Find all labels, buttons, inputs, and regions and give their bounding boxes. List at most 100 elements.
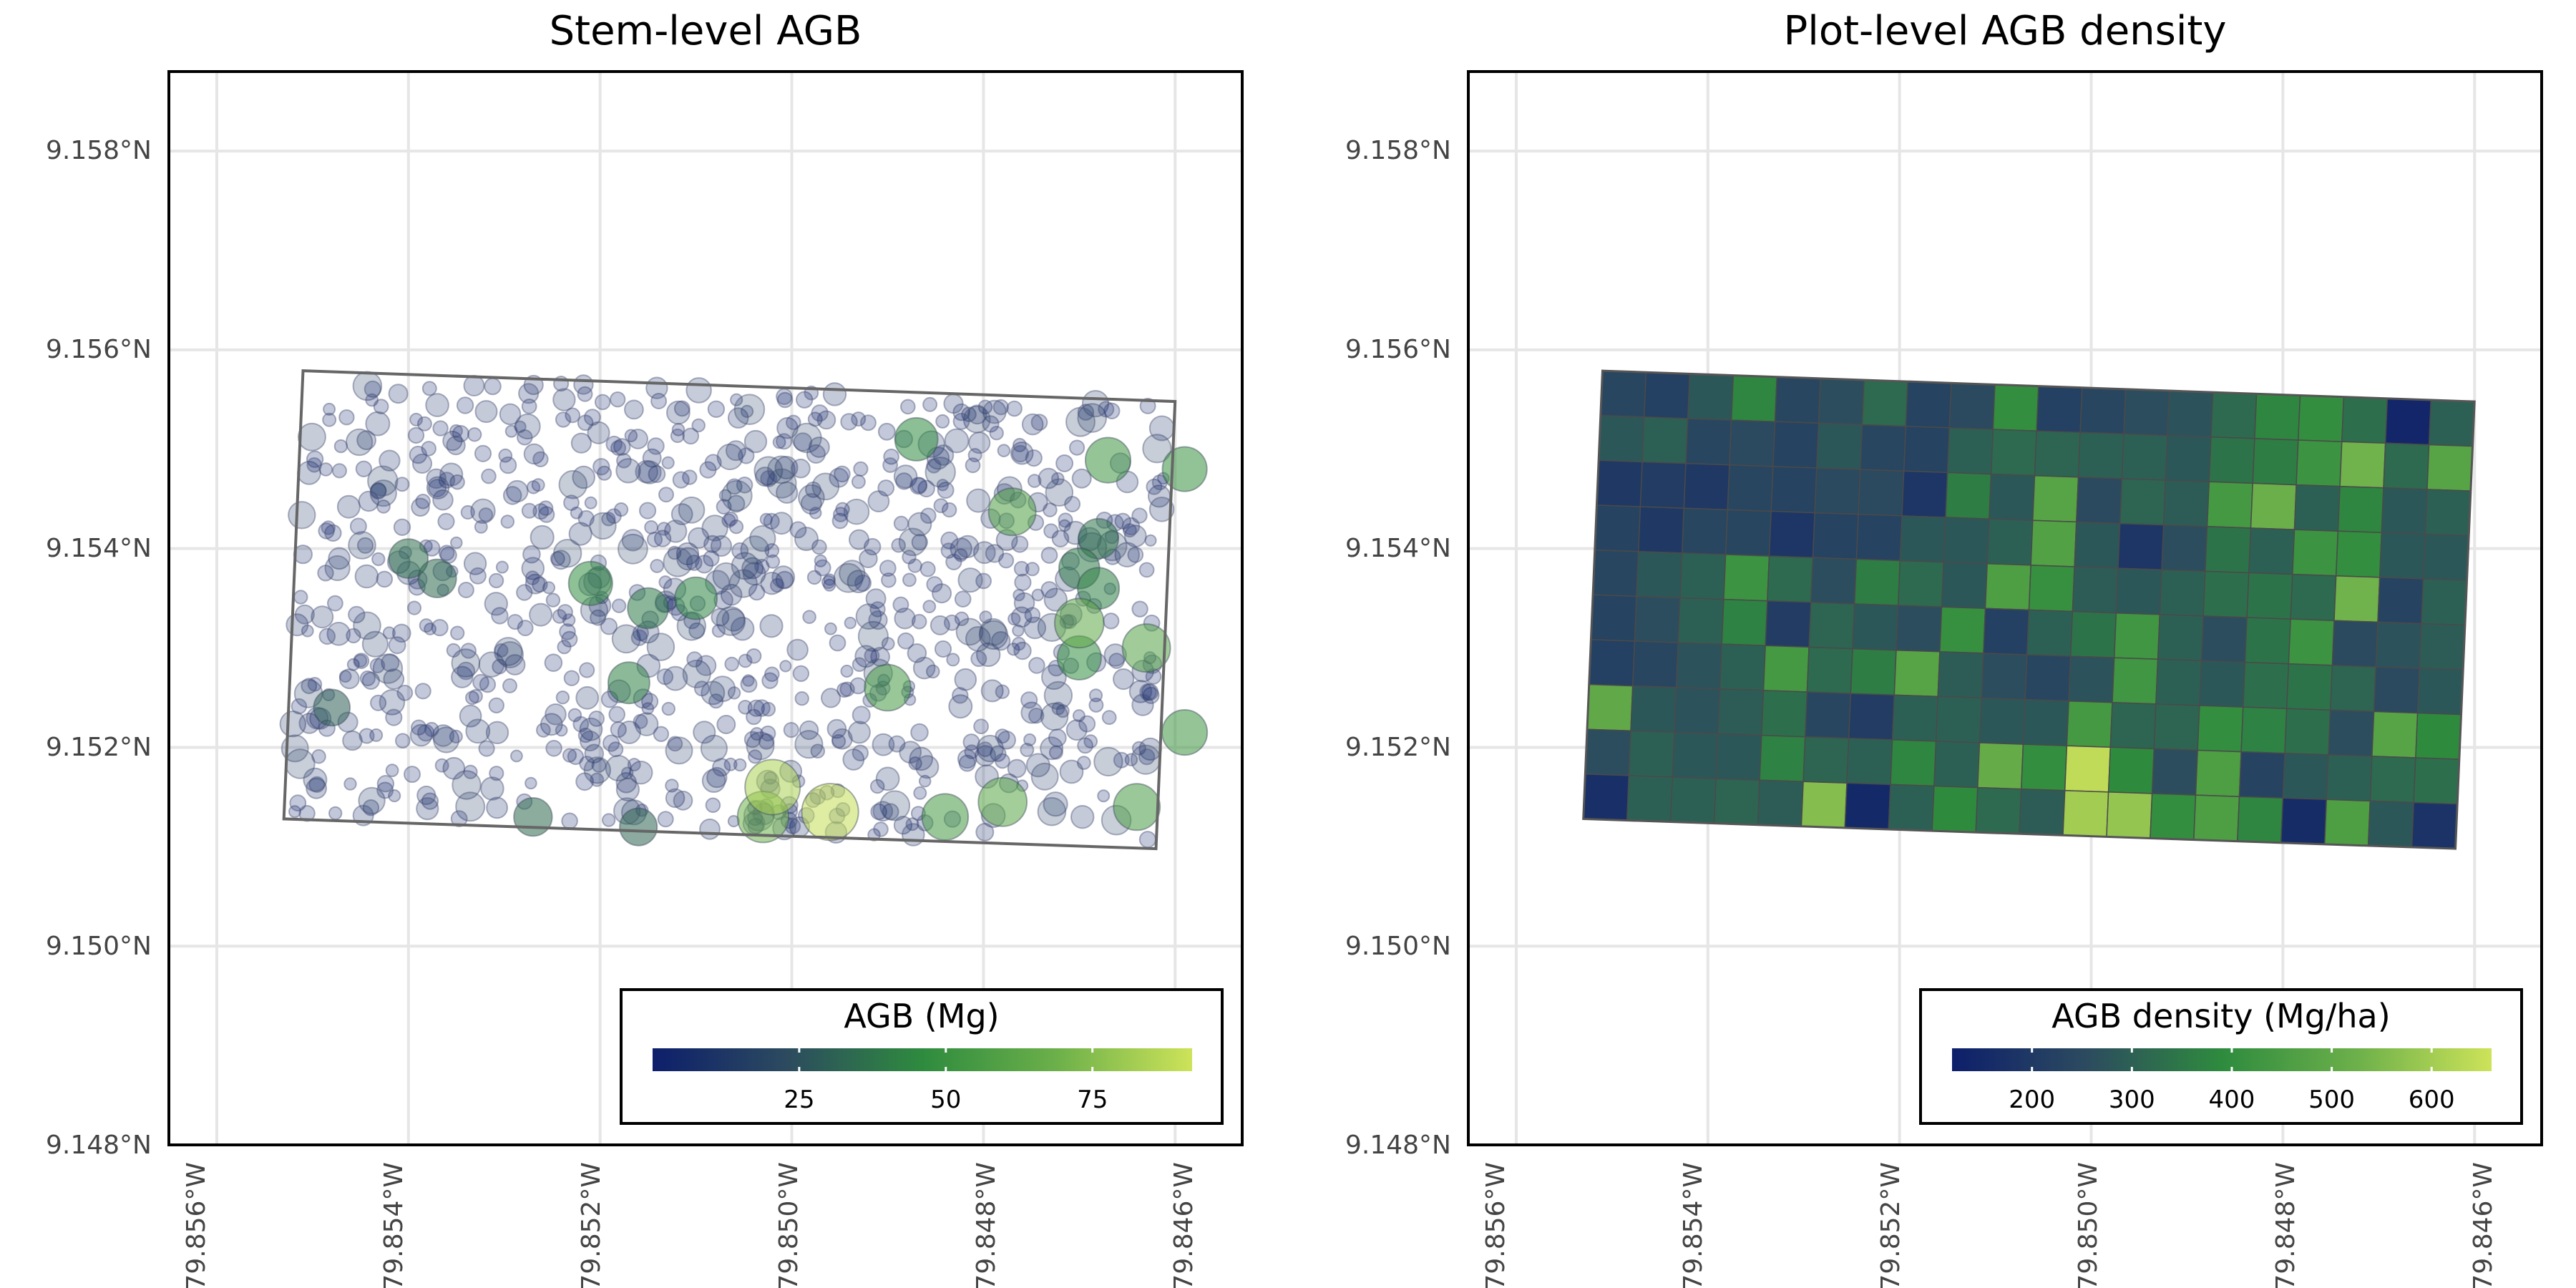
stem-point <box>703 535 722 554</box>
stem-point <box>740 535 770 565</box>
stem-point <box>590 772 605 787</box>
stem-point <box>411 453 433 474</box>
stem-point <box>932 444 955 466</box>
stem-point <box>608 741 624 758</box>
stem-point <box>888 735 906 753</box>
density-cell <box>1637 506 1685 554</box>
stem-point <box>1055 454 1074 472</box>
density-cell <box>1844 782 1891 830</box>
density-cell <box>1850 648 1897 696</box>
stem-point <box>954 548 968 562</box>
stem-point <box>383 668 405 690</box>
stem-point <box>985 544 1005 563</box>
stem-point <box>721 479 753 512</box>
density-cell <box>2298 394 2345 442</box>
stem-point <box>311 605 334 629</box>
stem-point <box>452 770 482 800</box>
stem-point <box>922 600 937 613</box>
density-cell <box>1977 742 2024 790</box>
plot-boundary <box>1582 369 2476 850</box>
stem-point <box>1023 733 1037 746</box>
stem-point <box>686 555 703 571</box>
stem-point <box>463 552 487 575</box>
stem-point <box>434 758 449 773</box>
stem-point <box>1124 753 1138 766</box>
density-cell <box>2375 621 2422 669</box>
density-cell <box>2329 665 2377 713</box>
stem-point <box>805 481 821 498</box>
density-cell <box>2333 575 2381 623</box>
stem-point <box>526 480 541 494</box>
stem-point <box>642 448 662 468</box>
density-cell <box>2426 444 2474 492</box>
stem-point <box>502 486 522 505</box>
stem-point <box>579 662 595 678</box>
stem-point <box>962 733 980 751</box>
stem-point <box>346 628 361 644</box>
density-cell <box>1893 649 1941 698</box>
stem-point <box>504 654 526 675</box>
lon-tick-label: 79.846°W <box>1169 1162 1199 1288</box>
stem-point <box>957 748 977 769</box>
stem-point <box>594 394 611 411</box>
stem-point <box>1093 746 1123 777</box>
stem-point <box>567 708 582 723</box>
stem-point <box>776 388 793 406</box>
stem-point <box>733 758 747 772</box>
stem-point <box>1043 523 1059 539</box>
stem-point <box>955 618 984 646</box>
stem-point <box>521 399 537 414</box>
density-cell <box>1810 557 1858 605</box>
stem-point <box>917 479 935 498</box>
stem-point <box>605 754 632 782</box>
stem-point <box>723 512 738 527</box>
stem-point <box>897 632 914 650</box>
stem-point <box>1098 401 1115 418</box>
stem-point <box>465 718 491 744</box>
stem-point <box>699 461 717 479</box>
stem-point <box>592 458 610 476</box>
density-cell <box>1937 651 1984 699</box>
stem-point <box>810 743 826 758</box>
stem-point <box>952 687 969 704</box>
stem-point <box>620 766 634 780</box>
stem-point <box>1010 441 1034 465</box>
density-cell <box>1628 730 1675 778</box>
stem-point <box>755 467 775 487</box>
stem-point <box>369 479 397 507</box>
stem-point <box>644 520 658 535</box>
stem-point <box>647 437 665 455</box>
stem-point <box>670 503 693 525</box>
density-cell <box>2424 489 2472 537</box>
stem-point <box>826 718 847 739</box>
stem-point <box>424 623 436 635</box>
colorbar-legend: AGB density (Mg/ha) 200 300 400 500 600 <box>1919 988 2523 1125</box>
stem-point <box>385 763 399 778</box>
stem-point <box>809 436 830 458</box>
stem-point <box>760 725 776 742</box>
legend-title: AGB density (Mg/ha) <box>2051 997 2390 1035</box>
density-cell <box>1983 608 2030 655</box>
stem-point <box>439 462 464 487</box>
stem-point <box>1051 472 1065 486</box>
lat-tick-label: 9.154°N <box>46 534 152 563</box>
stem-point <box>419 618 434 633</box>
density-cell <box>2384 398 2432 446</box>
stem-point <box>900 399 916 415</box>
stem-point <box>915 755 940 779</box>
stem-point <box>432 489 454 511</box>
stem-point <box>518 383 540 404</box>
stem-point <box>1024 607 1041 623</box>
stem-point <box>922 396 938 412</box>
density-cell <box>2288 618 2335 666</box>
stem-point <box>456 396 474 414</box>
stem-point <box>336 494 361 519</box>
stem-point <box>570 432 592 454</box>
density-cell <box>1631 640 1679 688</box>
stem-point <box>911 477 928 494</box>
stem-point <box>716 443 743 471</box>
density-cell <box>1816 422 1863 470</box>
stem-point <box>1121 517 1141 536</box>
stem-point <box>771 565 796 590</box>
density-cell <box>2250 482 2297 530</box>
